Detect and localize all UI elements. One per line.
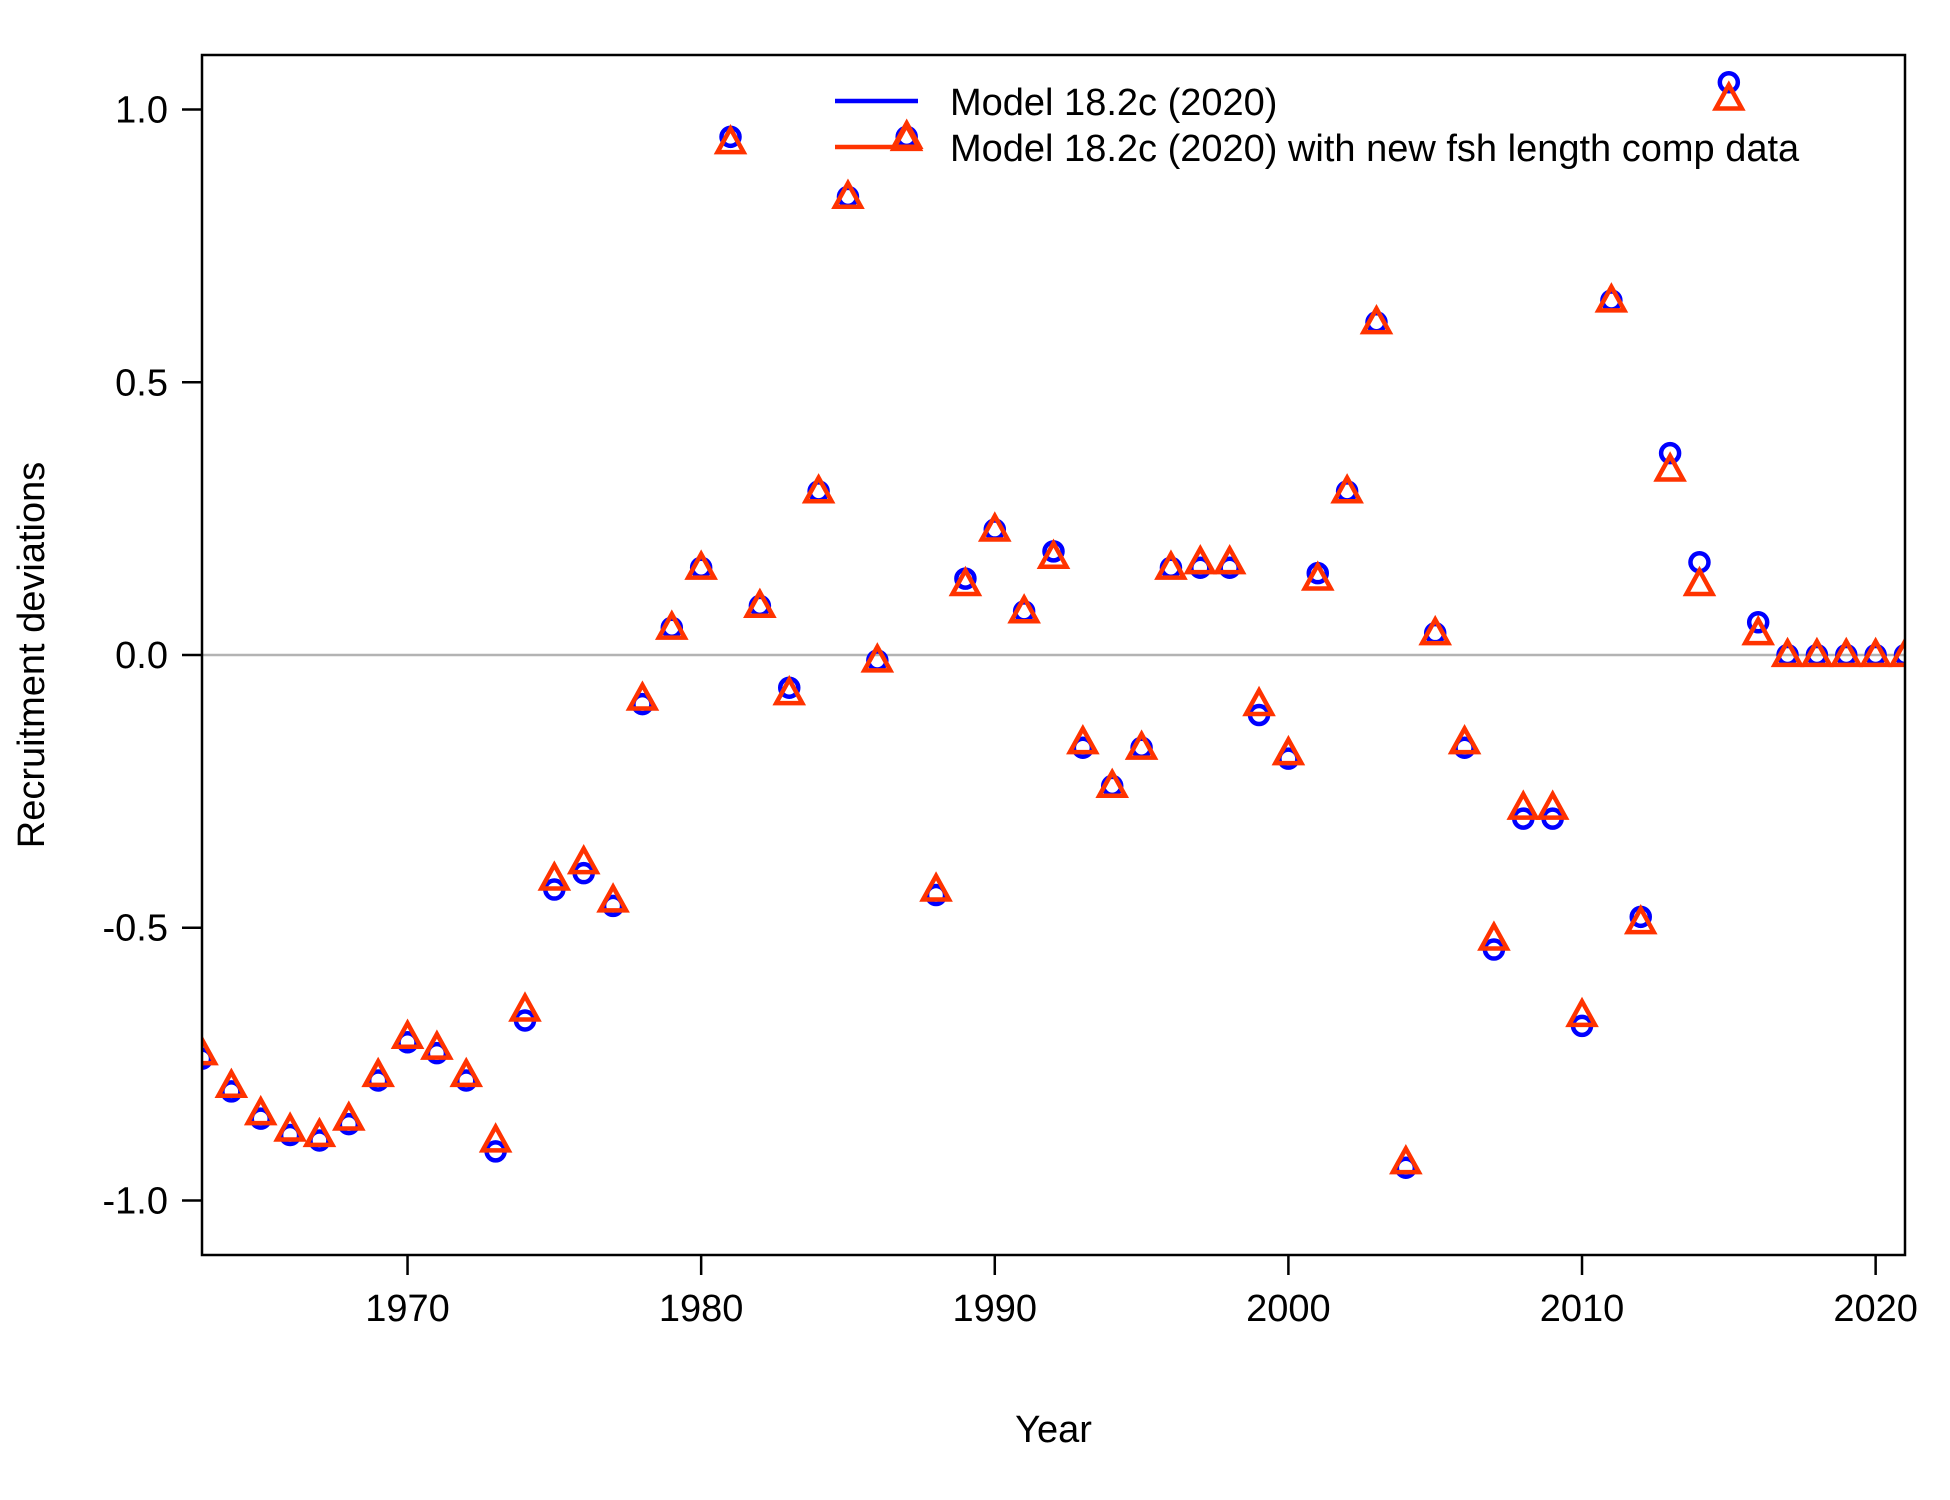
data-point-triangle xyxy=(1271,734,1306,766)
data-point-triangle xyxy=(420,1029,454,1060)
data-point-triangle xyxy=(1770,636,1805,668)
legend-label-series-1: Model 18.2c (2020) xyxy=(950,82,1277,124)
data-point-triangle xyxy=(1535,789,1570,820)
legend-label-series-2: Model 18.2c (2020) with new fsh length c… xyxy=(950,128,1800,170)
data-point-triangle xyxy=(214,1067,249,1099)
data-point-triangle xyxy=(654,609,689,640)
x-tick-label: 2010 xyxy=(1540,1288,1625,1330)
x-tick-label: 2020 xyxy=(1833,1288,1918,1330)
data-point-circle xyxy=(1717,71,1741,94)
data-point-triangle xyxy=(919,871,953,902)
data-point-triangle xyxy=(1623,903,1658,935)
data-point-triangle xyxy=(1565,996,1599,1028)
data-point-triangle xyxy=(1300,560,1335,591)
data-point-triangle xyxy=(1183,543,1218,575)
y-tick-label: -0.5 xyxy=(103,908,168,950)
y-tick-label: 1.0 xyxy=(115,90,168,132)
data-point-triangle xyxy=(1858,636,1893,668)
data-point-triangle xyxy=(566,843,601,875)
data-point-triangle xyxy=(772,674,807,706)
data-point-triangle xyxy=(1389,1143,1423,1175)
x-tick-label: 1970 xyxy=(365,1288,450,1330)
data-point-triangle xyxy=(625,680,660,711)
data-point-triangle xyxy=(202,1034,219,1066)
x-tick-label: 2000 xyxy=(1246,1288,1331,1330)
data-point-triangle xyxy=(478,1122,513,1153)
data-point-circle xyxy=(1746,611,1770,634)
data-point-triangle xyxy=(1682,565,1717,597)
data-point-triangle xyxy=(1800,636,1834,668)
data-point-triangle xyxy=(1653,451,1687,482)
data-point-triangle xyxy=(1888,636,1905,668)
y-tick-label: 0.5 xyxy=(115,362,168,404)
data-point-triangle xyxy=(1506,789,1541,820)
legend: Model 18.2c (2020)Model 18.2c (2020) wit… xyxy=(835,82,1800,170)
legend-marker-triangle xyxy=(889,120,924,152)
data-point-triangle xyxy=(1741,614,1776,646)
data-point-triangle xyxy=(1359,303,1394,335)
data-point-triangle xyxy=(1712,80,1746,111)
data-point-triangle xyxy=(831,178,865,209)
data-point-triangle xyxy=(1007,593,1041,624)
data-point-triangle xyxy=(801,473,836,504)
data-point-triangle xyxy=(243,1094,278,1126)
y-tick-label: 0.0 xyxy=(115,635,168,677)
x-axis-ticks: 1970 1980 1990 2000 2010 2020 xyxy=(365,1255,1918,1330)
data-point-triangle xyxy=(1418,614,1453,646)
x-axis-label: Year xyxy=(1015,1409,1092,1451)
data-point-triangle xyxy=(390,1018,425,1049)
data-point-triangle xyxy=(508,991,542,1022)
data-point-triangle xyxy=(1594,282,1629,313)
data-point-triangle xyxy=(860,642,895,673)
data-point-triangle xyxy=(331,1100,366,1131)
data-point-triangle xyxy=(302,1116,337,1148)
data-point-triangle xyxy=(1066,723,1100,755)
data-point-triangle xyxy=(684,549,718,580)
data-point-triangle xyxy=(1829,636,1864,668)
series-1-points xyxy=(202,71,1905,1179)
data-point-triangle xyxy=(1477,920,1511,951)
x-tick-label: 1990 xyxy=(953,1288,1038,1330)
data-point-triangle xyxy=(1212,543,1247,575)
data-point-triangle xyxy=(1124,729,1159,760)
y-tick-label: -1.0 xyxy=(103,1180,168,1222)
data-point-triangle xyxy=(273,1111,307,1142)
data-point-triangle xyxy=(596,882,630,913)
data-point-triangle xyxy=(537,860,572,891)
y-axis-label: Recruitment deviations xyxy=(11,462,53,849)
x-tick-label: 1980 xyxy=(659,1288,744,1330)
data-point-triangle xyxy=(743,587,777,619)
y-axis-ticks: -1.0 -0.5 0.0 0.5 1.0 xyxy=(103,90,202,1222)
data-point-triangle xyxy=(1242,685,1276,717)
data-points-layer xyxy=(202,71,1905,1179)
data-point-triangle xyxy=(948,565,983,597)
data-point-triangle xyxy=(361,1056,395,1088)
data-point-triangle xyxy=(713,123,748,155)
series-2-points xyxy=(202,80,1905,1175)
data-point-triangle xyxy=(1330,473,1364,504)
data-point-triangle xyxy=(1095,767,1130,799)
data-point-triangle xyxy=(1447,723,1482,755)
data-point-triangle xyxy=(977,511,1012,542)
data-point-triangle xyxy=(1154,549,1188,580)
data-point-triangle xyxy=(1036,538,1071,569)
data-point-triangle xyxy=(449,1056,484,1088)
data-point-circle xyxy=(1658,441,1682,465)
